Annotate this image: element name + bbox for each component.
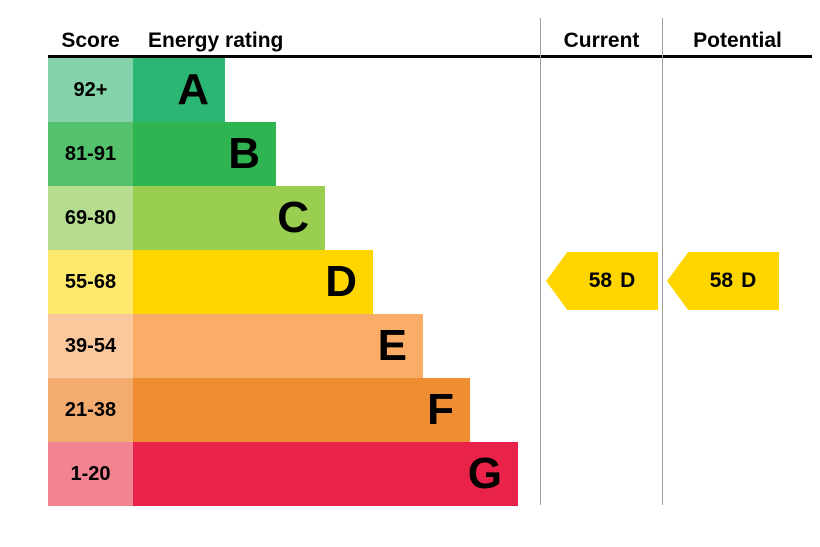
band-row-c: 69-80 C [48, 186, 518, 250]
current-rating-value: 58 [588, 269, 613, 292]
potential-rating-value: 58 [709, 269, 734, 292]
current-rating-arrow: 58 D [546, 252, 658, 310]
band-letter-f: F [427, 385, 454, 434]
band-bar-e: E [133, 314, 423, 378]
band-row-a: 92+ A [48, 58, 518, 122]
current-column-header: Current [563, 29, 640, 52]
potential-rating-band: D [741, 269, 757, 292]
energy-rating-header: Energy rating [148, 29, 284, 52]
potential-column-divider [662, 18, 663, 505]
band-letter-b: B [228, 129, 260, 178]
score-range-f: 21-38 [48, 378, 133, 442]
band-letter-a: A [177, 65, 209, 114]
score-range-b: 81-91 [48, 122, 133, 186]
band-rows: 92+ A 81-91 B 69-80 C 55-68 D 39-54 [48, 58, 518, 506]
band-bar-a: A [133, 58, 225, 122]
score-range-a: 92+ [48, 58, 133, 122]
potential-column-header: Potential [693, 29, 782, 52]
band-bar-b: B [133, 122, 276, 186]
band-letter-c: C [277, 193, 309, 242]
score-range-g: 1-20 [48, 442, 133, 506]
band-row-f: 21-38 F [48, 378, 518, 442]
band-bar-c: C [133, 186, 325, 250]
band-letter-g: G [467, 449, 502, 498]
current-column-divider [540, 18, 541, 505]
band-bar-d: D [133, 250, 373, 314]
potential-rating-arrow: 58 D [667, 252, 779, 310]
band-bar-g: G [133, 442, 518, 506]
band-row-g: 1-20 G [48, 442, 518, 506]
score-column-header: Score [61, 29, 120, 52]
band-row-b: 81-91 B [48, 122, 518, 186]
header-underline [48, 55, 812, 58]
band-letter-d: D [325, 257, 357, 306]
score-range-c: 69-80 [48, 186, 133, 250]
band-row-d: 55-68 D [48, 250, 518, 314]
band-letter-e: E [377, 321, 407, 370]
current-rating-band: D [620, 269, 636, 292]
band-bar-f: F [133, 378, 470, 442]
score-range-e: 39-54 [48, 314, 133, 378]
score-range-d: 55-68 [48, 250, 133, 314]
band-row-e: 39-54 E [48, 314, 518, 378]
